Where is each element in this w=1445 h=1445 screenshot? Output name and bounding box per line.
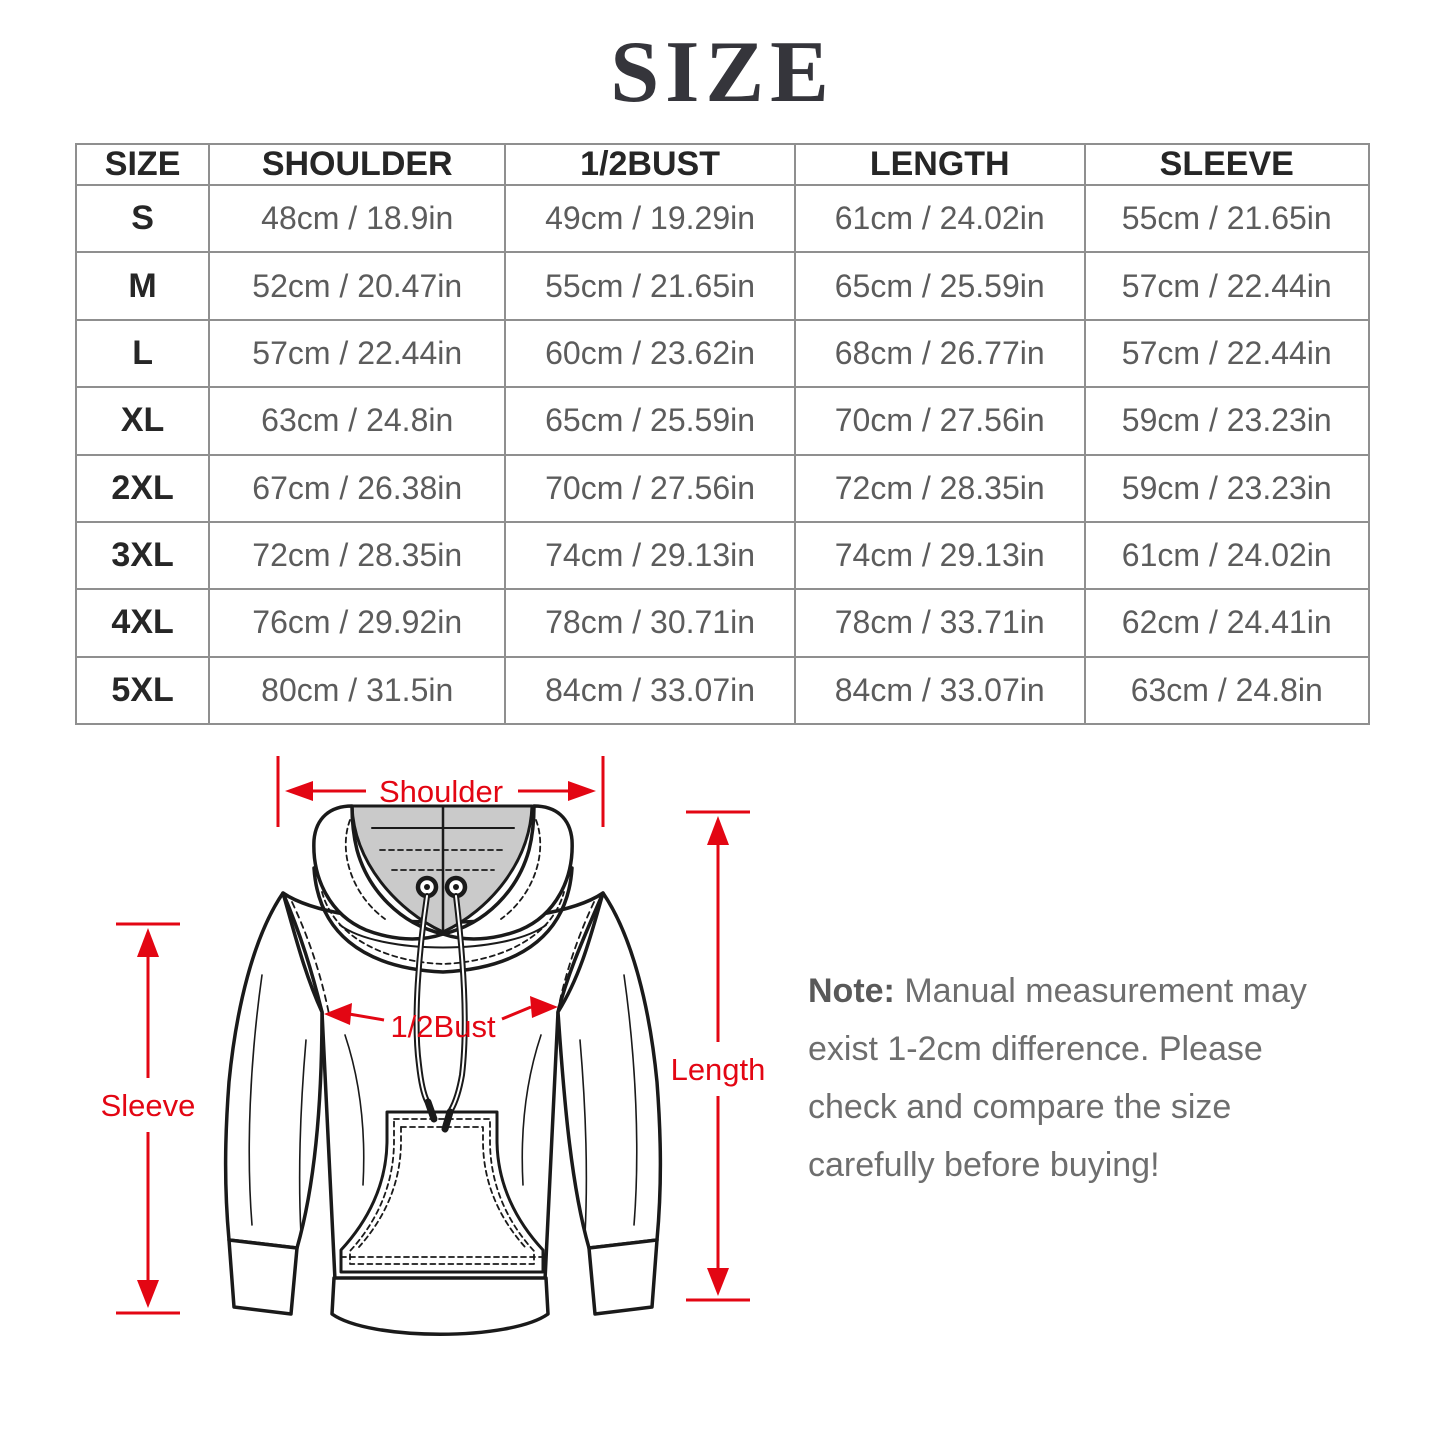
col-header-bust: 1/2BUST <box>504 143 796 186</box>
cell-size: 5XL <box>74 655 211 726</box>
col-header-length: LENGTH <box>793 143 1086 186</box>
pocket-stitch-3 <box>358 1126 402 1248</box>
armhole-stitch-right <box>556 901 595 1015</box>
eyelet-left-hole <box>424 884 430 890</box>
body-crease-right <box>521 1034 542 1186</box>
cell-length: 61cm / 24.02in <box>793 183 1086 254</box>
length-dimension: Length <box>671 810 766 1302</box>
sleeve-crease-right-2 <box>579 1039 588 1236</box>
cuff-left <box>227 1238 299 1316</box>
table-row: 5XL 80cm / 31.5in 84cm / 33.07in 84cm / … <box>74 655 1371 726</box>
collar-inner-curve <box>339 924 547 949</box>
sleeve-dimension: Sleeve <box>101 922 196 1315</box>
cell-length: 70cm / 27.56in <box>793 386 1086 456</box>
sleeve-crease-left <box>248 974 263 1226</box>
bust-dimension: 1/2Bust <box>324 996 558 1044</box>
table-row: 3XL 72cm / 28.35in 74cm / 29.13in 74cm /… <box>74 520 1371 591</box>
collar-stitch <box>321 891 565 965</box>
cell-sleeve: 57cm / 22.44in <box>1083 318 1371 389</box>
note-line-2: exist 1-2cm difference. Please <box>808 1030 1263 1068</box>
cell-sleeve: 63cm / 24.8in <box>1083 655 1371 726</box>
sleeve-crease-left-2 <box>298 1039 307 1236</box>
pocket-stitch-1 <box>349 1118 535 1265</box>
drawstring-left <box>413 893 438 1123</box>
cell-bust: 70cm / 27.56in <box>504 453 796 523</box>
hoodie-drawing <box>223 804 663 1336</box>
note-label: Note: <box>808 972 895 1010</box>
cell-length: 72cm / 28.35in <box>793 453 1086 523</box>
note-text: Note: Manual measurement may exist 1-2cm… <box>808 962 1408 1194</box>
drawstring-right <box>441 893 468 1133</box>
hoodie-measurement-diagram: Shoulder 1/2Bust Sleeve <box>101 756 766 1336</box>
armhole-stitch-left <box>291 901 330 1015</box>
note-line-4: carefully before buying! <box>808 1146 1160 1184</box>
col-header-shoulder: SHOULDER <box>208 143 507 186</box>
col-header-size: SIZE <box>74 143 211 186</box>
cell-bust: 49cm / 19.29in <box>504 183 796 254</box>
page-title: SIZE <box>610 24 835 121</box>
cell-size: L <box>74 318 211 389</box>
cell-sleeve: 61cm / 24.02in <box>1083 520 1371 591</box>
table-row: S 48cm / 18.9in 49cm / 19.29in 61cm / 24… <box>74 183 1371 254</box>
length-label: Length <box>671 1052 766 1087</box>
cell-shoulder: 72cm / 28.35in <box>208 520 507 591</box>
note-line-1: Manual measurement may <box>904 972 1307 1010</box>
shoulder-label: Shoulder <box>379 774 503 809</box>
table-row: XL 63cm / 24.8in 65cm / 25.59in 70cm / 2… <box>74 386 1371 456</box>
eyelet-right-hole <box>453 884 459 890</box>
cell-sleeve: 55cm / 21.65in <box>1083 183 1371 254</box>
size-table: SIZE SHOULDER 1/2BUST LENGTH SLEEVE S 48… <box>74 143 1371 726</box>
cell-bust: 65cm / 25.59in <box>504 386 796 456</box>
hem-band <box>330 1276 550 1336</box>
fold-stitch-right <box>500 819 542 920</box>
cell-shoulder: 76cm / 29.92in <box>208 588 507 658</box>
cell-bust: 55cm / 21.65in <box>504 251 796 321</box>
cell-shoulder: 80cm / 31.5in <box>208 655 507 726</box>
pocket-stitch-2 <box>400 1126 526 1248</box>
cell-length: 65cm / 25.59in <box>793 251 1086 321</box>
table-row: 4XL 76cm / 29.92in 78cm / 30.71in 78cm /… <box>74 588 1371 658</box>
cell-shoulder: 48cm / 18.9in <box>208 183 507 254</box>
pocket <box>339 1110 545 1274</box>
table-row: L 57cm / 22.44in 60cm / 23.62in 68cm / 2… <box>74 318 1371 389</box>
cell-size: 4XL <box>74 588 211 658</box>
note-line-3: check and compare the size <box>808 1088 1232 1126</box>
cell-size: M <box>74 251 211 321</box>
cell-shoulder: 67cm / 26.38in <box>208 453 507 523</box>
table-row: 2XL 67cm / 26.38in 70cm / 27.56in 72cm /… <box>74 453 1371 523</box>
sleeve-label: Sleeve <box>101 1088 196 1123</box>
col-header-sleeve: SLEEVE <box>1083 143 1371 186</box>
cell-size: XL <box>74 386 211 456</box>
cell-length: 68cm / 26.77in <box>793 318 1086 389</box>
cell-sleeve: 59cm / 23.23in <box>1083 453 1371 523</box>
cell-size: 2XL <box>74 453 211 523</box>
cell-bust: 74cm / 29.13in <box>504 520 796 591</box>
cell-bust: 60cm / 23.62in <box>504 318 796 389</box>
cell-shoulder: 57cm / 22.44in <box>208 318 507 389</box>
fold-stitch-left <box>344 819 386 920</box>
collar-outer-edge <box>312 866 574 974</box>
table-header-row: SIZE SHOULDER 1/2BUST LENGTH SLEEVE <box>74 143 1371 186</box>
shoulder-dimension: Shoulder <box>276 756 605 827</box>
cell-size: 3XL <box>74 520 211 591</box>
cell-bust: 78cm / 30.71in <box>504 588 796 658</box>
cell-length: 84cm / 33.07in <box>793 655 1086 726</box>
dimension-annotations: Shoulder 1/2Bust Sleeve <box>101 756 766 1315</box>
cell-shoulder: 52cm / 20.47in <box>208 251 507 321</box>
bust-label: 1/2Bust <box>390 1009 496 1044</box>
body-crease-left <box>344 1034 365 1186</box>
cell-sleeve: 62cm / 24.41in <box>1083 588 1371 658</box>
table-row: M 52cm / 20.47in 55cm / 21.65in 65cm / 2… <box>74 251 1371 321</box>
cell-length: 78cm / 33.71in <box>793 588 1086 658</box>
cell-length: 74cm / 29.13in <box>793 520 1086 591</box>
cell-sleeve: 59cm / 23.23in <box>1083 386 1371 456</box>
cuff-right <box>587 1238 659 1316</box>
cell-shoulder: 63cm / 24.8in <box>208 386 507 456</box>
cell-sleeve: 57cm / 22.44in <box>1083 251 1371 321</box>
cell-bust: 84cm / 33.07in <box>504 655 796 726</box>
sleeve-crease-right <box>623 974 638 1226</box>
cell-size: S <box>74 183 211 254</box>
